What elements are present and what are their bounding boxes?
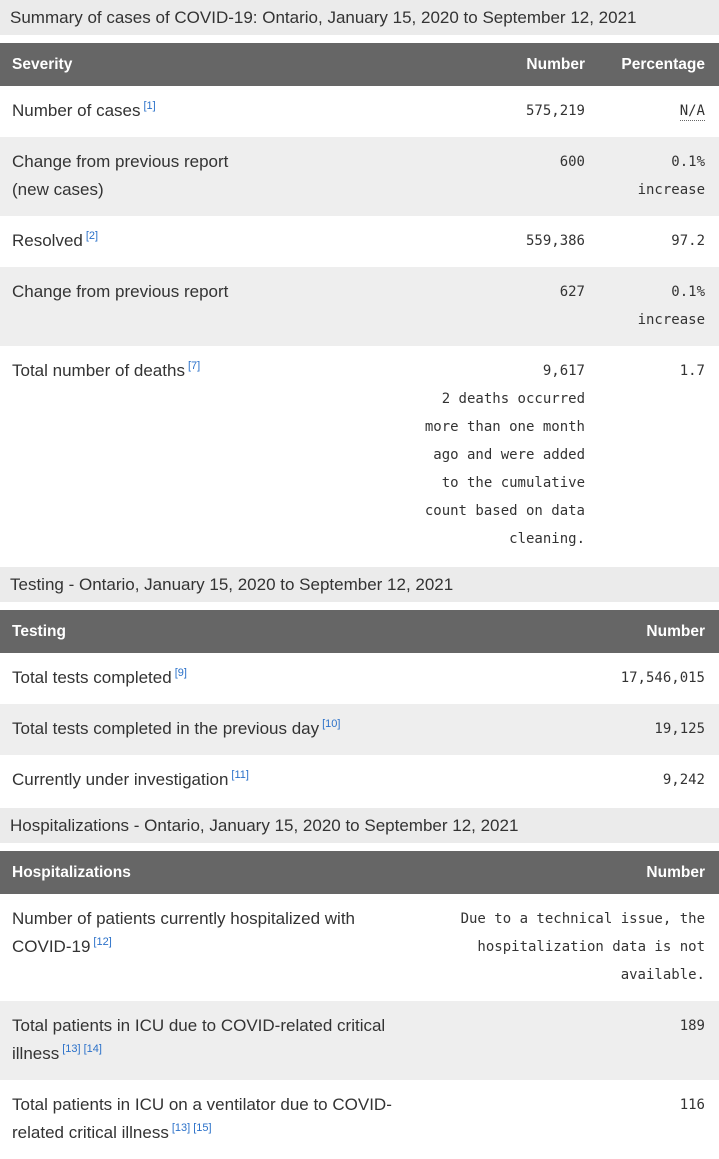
row-number: 627 <box>559 284 585 300</box>
table-row: Total patients in ICU due to COVID-relat… <box>0 1001 719 1080</box>
table-row: Resolved [2] 559,386 97.2 <box>0 216 719 267</box>
row-label-cell: Number of patients currently hospitalize… <box>0 894 420 1001</box>
technical-issue-note: Due to a technical issue, the hospitaliz… <box>460 911 705 983</box>
row-number-cell: 189 <box>420 1001 719 1080</box>
row-percentage-cell: N/A <box>599 86 719 137</box>
row-percentage: 0.1% <box>671 284 705 300</box>
footnote-link[interactable]: [2] <box>85 230 99 243</box>
row-number-cell: 9,242 <box>420 755 719 806</box>
row-number: 600 <box>559 154 585 170</box>
table-row: Total patients in ICU on a ventilator du… <box>0 1080 719 1159</box>
row-label-cell: Total tests completed [9] <box>0 653 420 704</box>
row-percentage-line2: increase <box>637 312 705 328</box>
row-number-cell: 627 <box>398 267 599 346</box>
footnote-link[interactable]: [10] <box>322 718 341 731</box>
row-label: Number of patients currently hospitalize… <box>12 909 355 956</box>
hospitalizations-header-row: Hospitalizations Number <box>0 851 719 894</box>
table-row: Number of cases [1] 575,219 N/A <box>0 86 719 137</box>
footnote-link[interactable]: [15] <box>193 1122 212 1135</box>
row-percentage: 97.2 <box>671 233 705 249</box>
row-label-cell: Resolved [2] <box>0 216 398 267</box>
summary-header-row: Severity Number Percentage <box>0 43 719 86</box>
row-label-cell: Change from previous report (new cases) <box>0 137 398 216</box>
row-label-cell: Total patients in ICU due to COVID-relat… <box>0 1001 420 1080</box>
hospitalizations-table: Hospitalizations Number Number of patien… <box>0 851 719 1159</box>
data-cleaning-note: 2 deaths occurred more than one month ag… <box>424 391 585 547</box>
row-percentage-cell: 0.1% increase <box>599 267 719 346</box>
row-number: 116 <box>679 1097 705 1113</box>
row-percentage-cell: 0.1% increase <box>599 137 719 216</box>
summary-section-caption: Summary of cases of COVID-19: Ontario, J… <box>0 0 719 35</box>
testing-col-testing: Testing <box>0 610 420 653</box>
hospitalizations-section-caption: Hospitalizations - Ontario, January 15, … <box>0 808 719 843</box>
na-abbreviation: N/A <box>679 103 705 121</box>
row-number-cell: 9,617 2 deaths occurred more than one mo… <box>398 346 599 565</box>
row-label: Change from previous report <box>12 282 229 301</box>
row-number-cell: 600 <box>398 137 599 216</box>
testing-section-caption: Testing - Ontario, January 15, 2020 to S… <box>0 567 719 602</box>
row-number: 9,617 <box>542 363 585 379</box>
row-number-cell: Due to a technical issue, the hospitaliz… <box>420 894 719 1001</box>
row-label-cell: Currently under investigation [11] <box>0 755 420 806</box>
table-row: Total number of deaths [7] 9,617 2 deaths… <box>0 346 719 565</box>
footnote-link[interactable]: [1] <box>143 100 156 113</box>
table-row: Change from previous report 627 0.1% inc… <box>0 267 719 346</box>
row-number-cell: 19,125 <box>420 704 719 755</box>
testing-table: Testing Number Total tests completed [9] … <box>0 610 719 806</box>
row-number-cell: 575,219 <box>398 86 599 137</box>
row-number-cell: 116 <box>420 1080 719 1159</box>
footnote-link[interactable]: [11] <box>231 769 249 782</box>
testing-col-number: Number <box>420 610 719 653</box>
row-label: Total tests completed in the previous da… <box>12 719 320 738</box>
testing-header-row: Testing Number <box>0 610 719 653</box>
summary-table: Severity Number Percentage Number of cas… <box>0 43 719 565</box>
row-label: Total tests completed <box>12 668 172 687</box>
row-number: 17,546,015 <box>620 670 705 686</box>
footnote-link[interactable]: [12] <box>93 936 112 949</box>
summary-col-percentage: Percentage <box>599 43 719 86</box>
row-percentage: 0.1% <box>671 154 705 170</box>
table-row: Change from previous report (new cases) … <box>0 137 719 216</box>
row-number: 575,219 <box>525 103 585 119</box>
row-number: 9,242 <box>662 772 705 788</box>
table-row: Number of patients currently hospitalize… <box>0 894 719 1001</box>
row-label: Change from previous report <box>12 152 229 171</box>
table-row: Total tests completed in the previous da… <box>0 704 719 755</box>
table-row: Total tests completed [9] 17,546,015 <box>0 653 719 704</box>
row-label-cell: Total patients in ICU on a ventilator du… <box>0 1080 420 1159</box>
summary-col-number: Number <box>398 43 599 86</box>
row-label-cell: Total tests completed in the previous da… <box>0 704 420 755</box>
row-label: Total patients in ICU on a ventilator du… <box>12 1095 392 1142</box>
row-label: Number of cases <box>12 101 141 120</box>
row-percentage-cell: 1.7 <box>599 346 719 565</box>
summary-col-severity: Severity <box>0 43 398 86</box>
row-label-cell: Total number of deaths [7] <box>0 346 398 565</box>
row-percentage: 1.7 <box>679 363 705 379</box>
row-label: Resolved <box>12 231 83 250</box>
row-label-cell: Number of cases [1] <box>0 86 398 137</box>
row-label-cell: Change from previous report <box>0 267 398 346</box>
row-label: Currently under investigation <box>12 770 229 789</box>
row-label-line2: (new cases) <box>12 180 104 199</box>
row-label: Total number of deaths <box>12 361 185 380</box>
hospitalizations-col-number: Number <box>420 851 719 894</box>
footnote-link[interactable]: [7] <box>187 360 201 373</box>
row-number-cell: 559,386 <box>398 216 599 267</box>
footnote-link[interactable]: [13] <box>171 1122 191 1135</box>
row-number: 559,386 <box>525 233 585 249</box>
table-row: Currently under investigation [11] 9,242 <box>0 755 719 806</box>
row-percentage-cell: 97.2 <box>599 216 719 267</box>
row-label: Total patients in ICU due to COVID-relat… <box>12 1016 386 1063</box>
footnote-link[interactable]: [9] <box>174 667 187 680</box>
footnote-link[interactable]: [14] <box>83 1043 102 1056</box>
row-percentage-line2: increase <box>637 182 705 198</box>
footnote-link[interactable]: [13] <box>62 1043 81 1056</box>
row-number: 189 <box>679 1018 705 1034</box>
hospitalizations-col-hospitalizations: Hospitalizations <box>0 851 420 894</box>
row-number-cell: 17,546,015 <box>420 653 719 704</box>
row-number: 19,125 <box>654 721 705 737</box>
